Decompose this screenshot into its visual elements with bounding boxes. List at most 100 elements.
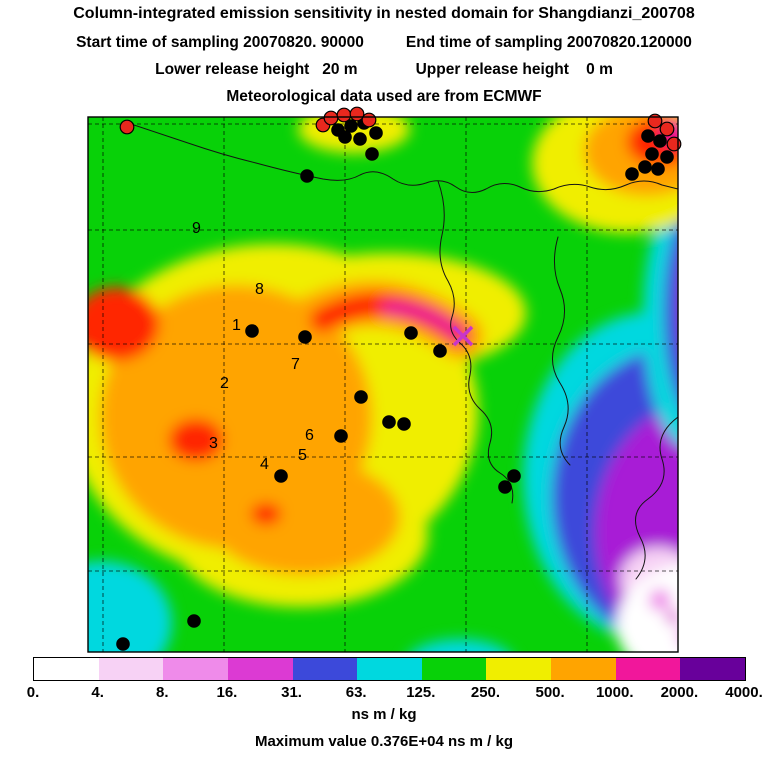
lat-lon-gridlines [88, 117, 678, 652]
sampling-start-text: Start time of sampling 20070820. 90000 [76, 34, 364, 51]
station-dot-red [659, 121, 675, 137]
station-dot [354, 390, 368, 404]
station-number: 4 [260, 456, 269, 473]
station-dot [638, 160, 652, 174]
station-number: 2 [220, 375, 229, 392]
station-dot [625, 167, 639, 181]
colorbar-segments [34, 658, 746, 680]
station-number: 5 [298, 447, 307, 464]
sampling-times-line: Start time of sampling 20070820. 90000 E… [0, 34, 768, 52]
station-dot [498, 480, 512, 494]
border-line-se-coast [635, 416, 678, 580]
colorbar-tick-labels: 0. 4. 8. 16. 31. 63. 125. 250. 500. 1000. 2000. 400… [27, 684, 763, 702]
station-number-labels: 9 8 1 7 2 3 6 5 4 [192, 220, 314, 473]
colorbar-tick: 500. [535, 684, 565, 701]
colorbar-segment [292, 658, 358, 680]
colorbar-segment [34, 658, 99, 680]
station-dot-red [119, 119, 135, 135]
colorbar-segment [357, 658, 422, 680]
colorbar-segment [680, 658, 746, 680]
colorbar-segment [486, 658, 552, 680]
sampling-end-text: End time of sampling 20070820.120000 [405, 34, 692, 51]
station-dot [353, 132, 367, 146]
blob-orange-south [208, 459, 400, 575]
contour-blobs [88, 117, 731, 652]
station-number: 9 [192, 220, 201, 237]
station-dot [653, 134, 667, 148]
map-panel: 9 8 1 7 2 3 6 5 4 [87, 106, 682, 653]
blob-pink-spot [649, 589, 671, 611]
station-dot-red [323, 110, 339, 126]
station-dot [660, 150, 674, 164]
colorbar-tick: 8. [156, 684, 169, 701]
station-dot [300, 169, 314, 183]
colorbar-tick: 31. [281, 684, 302, 701]
station-dot [334, 429, 348, 443]
lower-release-text: Lower release height 20 m [155, 61, 358, 78]
colorbar-tick: 16. [216, 684, 238, 701]
figure-title: Column-integrated emission sensitivity i… [73, 5, 695, 22]
station-dot [641, 129, 655, 143]
receptor-x-stroke [452, 325, 474, 347]
country-borders [127, 122, 678, 580]
colorbar-segment [421, 658, 487, 680]
station-dot [245, 324, 259, 338]
colorbar-tick: 1000. [595, 684, 634, 701]
station-dot [116, 637, 130, 651]
colorbar-tick: 4000. [725, 684, 763, 701]
max-value-label: Maximum value 0.376E+04 ns m / kg [254, 733, 514, 750]
sensitivity-map: 9 8 1 7 2 3 6 5 4 [87, 106, 682, 653]
release-heights-line: Lower release height 20 m Upper release … [0, 61, 768, 79]
station-dot [507, 469, 521, 483]
blob-magenta-plume-core [381, 301, 465, 341]
blob-magenta-spot [666, 610, 678, 624]
station-dot [365, 147, 379, 161]
blob-blue-edge [664, 223, 678, 401]
colorbar-tick: 2000. [660, 684, 699, 701]
station-number: 6 [305, 427, 314, 444]
station-number: 3 [209, 435, 218, 452]
station-dot [404, 326, 418, 340]
blob-red-core [169, 419, 223, 461]
station-dot-red [361, 112, 377, 128]
map-frame [87, 116, 679, 653]
colorbar-segment [615, 658, 681, 680]
blob-red-west [88, 287, 159, 361]
station-dot [274, 469, 288, 483]
station-dot [397, 417, 411, 431]
station-number: 8 [255, 281, 264, 298]
station-dot-red [666, 136, 682, 152]
contour-field [88, 117, 731, 652]
colorbar-segment [98, 658, 164, 680]
station-dot [369, 126, 383, 140]
colorbar-segment [227, 658, 293, 680]
blob-cyan-sw [88, 561, 172, 652]
station-number: 1 [232, 317, 241, 334]
station-dot [338, 130, 352, 144]
blob-red-spot [251, 503, 281, 525]
colorbar-tick: 63. [345, 684, 367, 701]
colorbar-tick: 0. [26, 684, 40, 701]
colorbar-tick: 4. [91, 684, 104, 701]
station-dot [298, 330, 312, 344]
station-dot [651, 162, 665, 176]
colorbar-tick: 250. [470, 684, 501, 701]
station-number: 7 [291, 356, 300, 373]
station-dot [645, 147, 659, 161]
receptor-mark [452, 325, 474, 347]
colorbar-segment [163, 658, 228, 680]
station-dot [344, 119, 358, 133]
blob-violet-edge [681, 217, 731, 393]
border-line-peninsula [552, 236, 571, 466]
station-dot [187, 614, 201, 628]
met-data-line: Meteorological data used are from ECMWF [226, 88, 542, 105]
station-dot [382, 415, 396, 429]
upper-release-text: Upper release height 0 m [415, 61, 613, 78]
blob-cyan-s [412, 639, 508, 652]
border-line-north [127, 122, 678, 193]
blob-white-corner [616, 564, 678, 652]
station-dot [433, 344, 447, 358]
colorbar-tick: 125. [406, 684, 436, 701]
colorbar [33, 657, 746, 681]
